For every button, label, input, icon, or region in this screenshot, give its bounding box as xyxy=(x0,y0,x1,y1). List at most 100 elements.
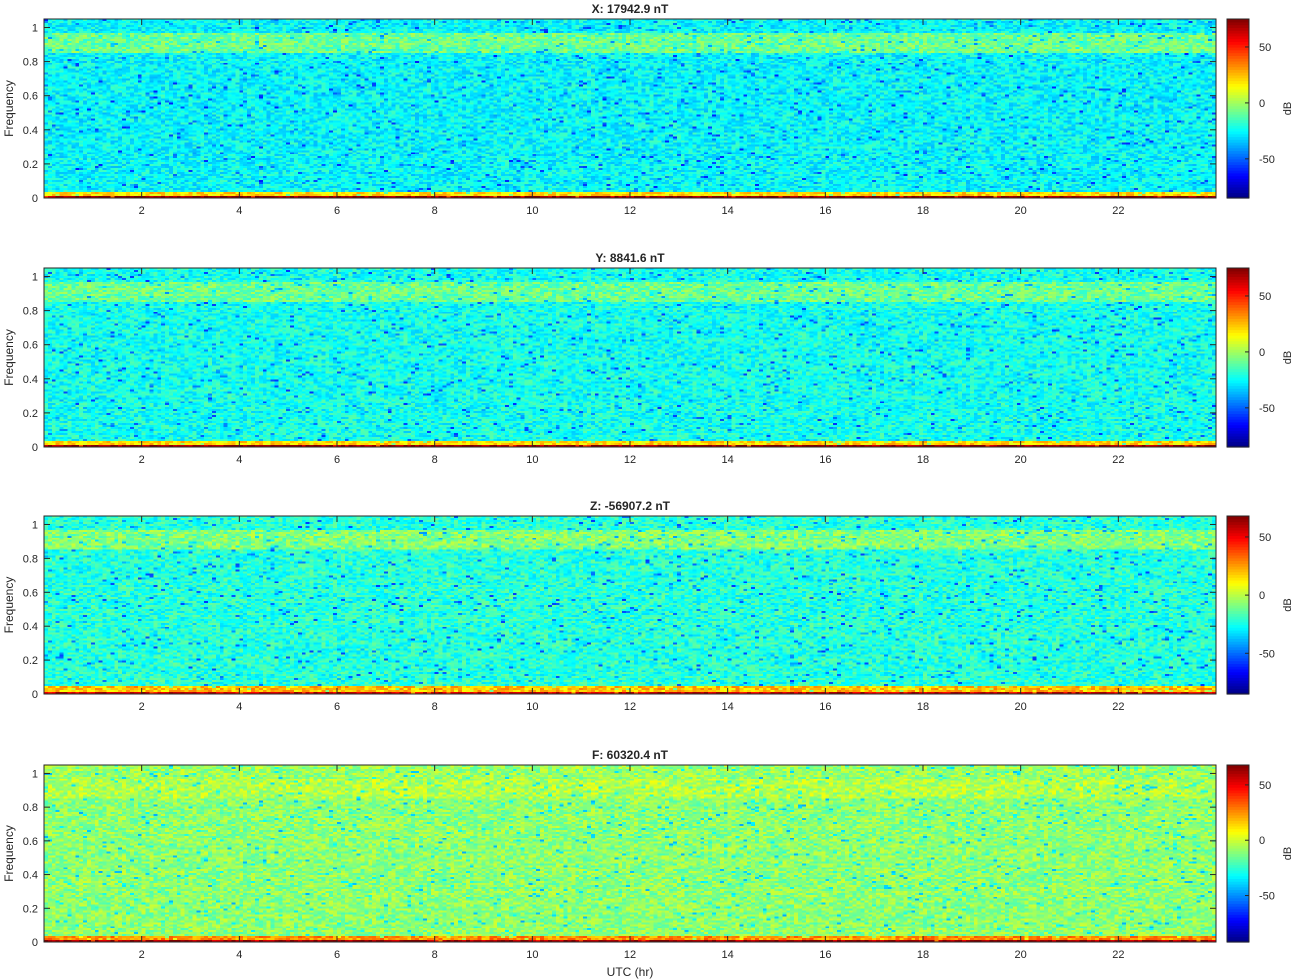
chart-title: Y: 8841.6 nT xyxy=(595,251,665,265)
colorbar-segment xyxy=(1227,91,1249,96)
colorbar-segment xyxy=(1227,657,1249,662)
colorbar-segment xyxy=(1227,46,1249,51)
colorbar-segment xyxy=(1227,170,1249,174)
colorbar-segment xyxy=(1227,130,1249,135)
x-tick-label: 12 xyxy=(624,205,636,217)
colorbar-segment xyxy=(1227,281,1249,286)
x-tick-label: 18 xyxy=(917,949,929,961)
y-tick-label: 0.8 xyxy=(23,802,38,814)
colorbar-segment xyxy=(1227,889,1249,893)
x-tick-label: 12 xyxy=(624,701,636,713)
colorbar-segment xyxy=(1227,845,1249,849)
colorbar-segment xyxy=(1227,593,1249,598)
y-tick-label: 0.4 xyxy=(23,125,38,137)
colorbar-tick-label: -50 xyxy=(1259,891,1275,903)
x-tick-label: 8 xyxy=(432,701,438,713)
colorbar-segment xyxy=(1227,74,1249,79)
colorbar-segment xyxy=(1227,156,1249,160)
x-tick-label: 16 xyxy=(819,205,831,217)
colorbar-tick-label: 0 xyxy=(1259,590,1265,602)
y-tick-label: 1 xyxy=(32,23,38,35)
colorbar-segment xyxy=(1227,823,1249,827)
colorbar-segment xyxy=(1227,136,1249,140)
colorbar-segment xyxy=(1227,293,1249,297)
colorbar-segment xyxy=(1227,192,1249,196)
colorbar-segment xyxy=(1227,532,1249,537)
y-tick-label: 0.2 xyxy=(23,159,38,171)
colorbar-segment xyxy=(1227,144,1249,149)
colorbar-segment xyxy=(1227,438,1249,443)
x-tick-label: 18 xyxy=(917,701,929,713)
colorbar-segment xyxy=(1227,900,1249,904)
chart-title: F: 60320.4 nT xyxy=(592,748,669,762)
colorbar-box xyxy=(1226,764,1250,943)
colorbar-segment xyxy=(1227,773,1249,777)
spectrogram-image xyxy=(44,516,1216,694)
colorbar-segment xyxy=(1227,354,1249,359)
colorbar-segment xyxy=(1227,552,1249,556)
colorbar-segment xyxy=(1227,652,1249,656)
y-tick-label: 0.2 xyxy=(23,903,38,915)
x-tick-label: 10 xyxy=(526,949,538,961)
colorbar-segment xyxy=(1227,856,1249,860)
colorbar-segment xyxy=(1227,529,1249,534)
x-tick-label: 14 xyxy=(722,949,734,961)
colorbar-segment xyxy=(1227,181,1249,185)
chart-title: X: 17942.9 nT xyxy=(592,2,669,16)
colorbar-segment xyxy=(1227,621,1249,626)
colorbar-segment xyxy=(1227,585,1249,589)
colorbar-segment xyxy=(1227,276,1249,280)
colorbar-segment xyxy=(1227,66,1249,70)
colorbar-segment xyxy=(1227,363,1249,367)
y-tick-label: 0.4 xyxy=(23,374,38,386)
colorbar-segment xyxy=(1227,88,1249,93)
y-tick-label: 0.4 xyxy=(23,870,38,882)
colorbar-segment xyxy=(1227,850,1249,855)
colorbar-segment xyxy=(1227,195,1249,199)
x-tick-label: 14 xyxy=(722,454,734,466)
colorbar-segment xyxy=(1227,624,1249,628)
colorbar-segment xyxy=(1227,337,1249,342)
colorbar-segment xyxy=(1227,834,1249,838)
colorbar-segment xyxy=(1227,343,1249,347)
colorbar-segment xyxy=(1227,158,1249,163)
colorbar-segment xyxy=(1227,767,1249,772)
y-tick-label: 0.2 xyxy=(23,655,38,667)
spectrogram-panel: 2 4 6 8 10 12 14 16 18 20 22 0 0.2 0.4 0.6 0.8 1 Z: -5690… xyxy=(2,499,1294,713)
colorbar-segment xyxy=(1227,668,1249,673)
x-tick-label: 8 xyxy=(432,205,438,217)
colorbar-segment xyxy=(1227,377,1249,381)
spectrogram-panel: 2 4 6 8 10 12 14 16 18 20 22 0 0.2 0.4 0.6 0.8 1 F: 60320… xyxy=(2,748,1294,979)
colorbar-segment xyxy=(1227,886,1249,891)
colorbar-segment xyxy=(1227,541,1249,545)
y-tick-label: 0.8 xyxy=(23,57,38,69)
colorbar-segment xyxy=(1227,535,1249,539)
colorbar-segment xyxy=(1227,516,1249,520)
colorbar-segment xyxy=(1227,820,1249,824)
colorbar-segment xyxy=(1227,870,1249,874)
x-tick-label: 20 xyxy=(1015,205,1027,217)
colorbar-segment xyxy=(1227,560,1249,564)
colorbar-segment xyxy=(1227,421,1249,426)
colorbar-segment xyxy=(1227,554,1249,559)
colorbar-segment xyxy=(1227,787,1249,791)
colorbar-segment xyxy=(1227,864,1249,868)
colorbar-segment xyxy=(1227,58,1249,62)
colorbar-segment xyxy=(1227,917,1249,921)
y-axis-label: Frequency xyxy=(2,825,16,882)
colorbar-segment xyxy=(1227,307,1249,311)
colorbar-tick-label: 0 xyxy=(1259,347,1265,359)
colorbar-segment xyxy=(1227,527,1249,531)
colorbar-segment xyxy=(1227,399,1249,403)
colorbar-segment xyxy=(1227,883,1249,888)
colorbar-segment xyxy=(1227,100,1249,104)
colorbar-segment xyxy=(1227,382,1249,387)
colorbar-segment xyxy=(1227,671,1249,676)
colorbar-segment xyxy=(1227,859,1249,863)
spectrogram-image xyxy=(44,268,1216,447)
colorbar-segment xyxy=(1227,908,1249,913)
x-tick-label: 12 xyxy=(624,949,636,961)
colorbar-segment xyxy=(1227,765,1249,769)
colorbar-segment xyxy=(1227,32,1249,37)
